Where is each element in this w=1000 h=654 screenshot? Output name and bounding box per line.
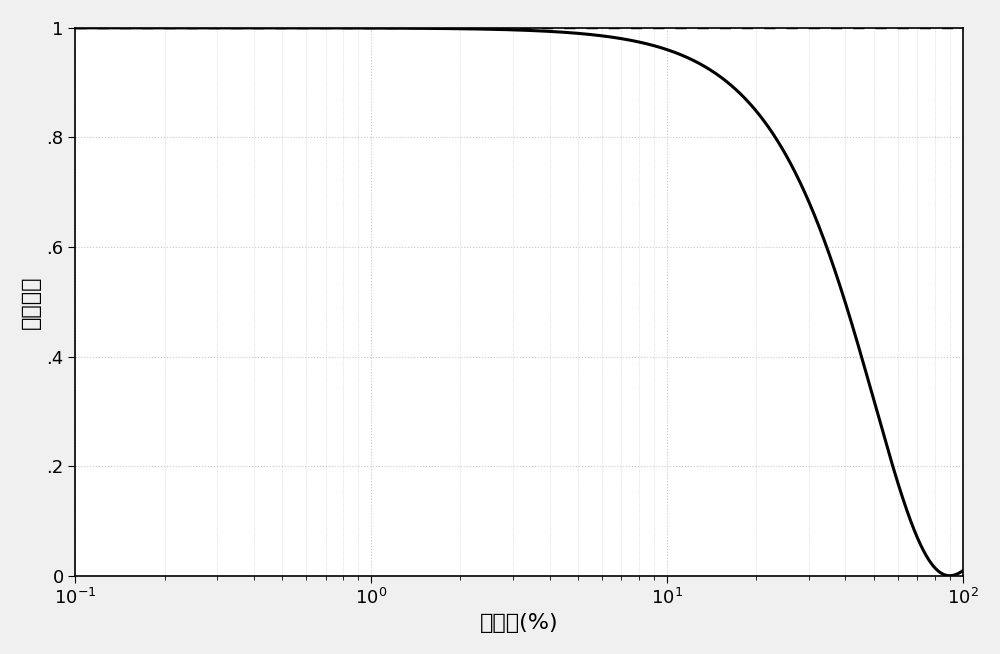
X-axis label: 应变値(%): 应变値(%) <box>480 613 559 633</box>
Y-axis label: 相关系数: 相关系数 <box>21 275 41 328</box>
